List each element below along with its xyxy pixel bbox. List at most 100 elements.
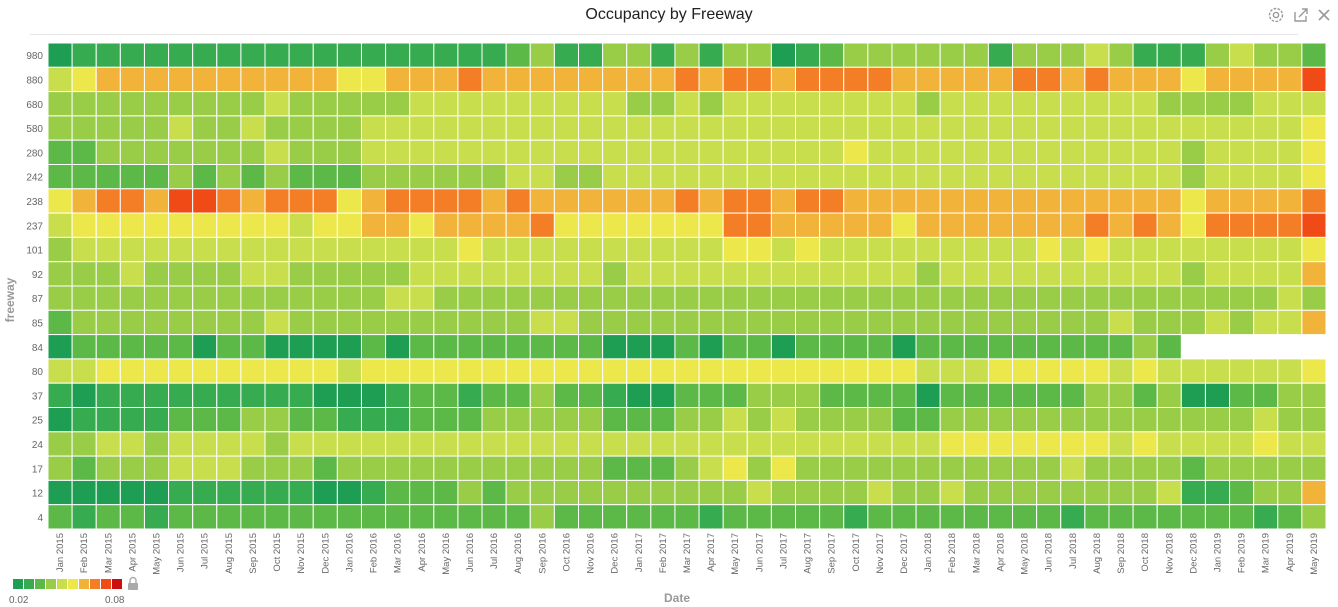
heatmap-cell[interactable] bbox=[119, 285, 145, 311]
heatmap-cell[interactable] bbox=[674, 212, 700, 238]
heatmap-cell[interactable] bbox=[360, 261, 387, 287]
heatmap-cell[interactable] bbox=[240, 358, 266, 384]
heatmap-cell[interactable] bbox=[1180, 407, 1206, 433]
heatmap-cell[interactable] bbox=[192, 212, 218, 238]
heatmap-cell[interactable] bbox=[1301, 236, 1327, 263]
heatmap-cell[interactable] bbox=[963, 334, 989, 360]
heatmap-cell[interactable] bbox=[409, 479, 435, 506]
heatmap-cell[interactable] bbox=[698, 479, 724, 506]
heatmap-cell[interactable] bbox=[674, 382, 700, 409]
heatmap-cell[interactable] bbox=[168, 66, 194, 93]
heatmap-cell[interactable] bbox=[312, 334, 338, 360]
heatmap-cell[interactable] bbox=[626, 212, 652, 238]
heatmap-cell[interactable] bbox=[119, 309, 145, 336]
heatmap-cell[interactable] bbox=[891, 212, 917, 238]
heatmap-cell[interactable] bbox=[1156, 164, 1182, 190]
heatmap-cell[interactable] bbox=[698, 285, 724, 311]
heatmap-cell[interactable] bbox=[698, 236, 724, 263]
lock-icon[interactable] bbox=[128, 576, 138, 591]
heatmap-cell[interactable] bbox=[240, 139, 266, 165]
heatmap-cell[interactable] bbox=[457, 285, 483, 311]
heatmap-cell[interactable] bbox=[915, 431, 941, 457]
heatmap-cell[interactable] bbox=[1180, 42, 1206, 68]
heatmap-cell[interactable] bbox=[553, 431, 579, 457]
heatmap-cell[interactable] bbox=[843, 164, 869, 190]
heatmap-cell[interactable] bbox=[915, 455, 941, 481]
heatmap-cell[interactable] bbox=[698, 212, 724, 238]
heatmap-cell[interactable] bbox=[1204, 479, 1231, 506]
heatmap-cell[interactable] bbox=[119, 382, 145, 409]
heatmap-cell[interactable] bbox=[553, 479, 579, 506]
heatmap-cell[interactable] bbox=[264, 455, 290, 481]
heatmap-cell[interactable] bbox=[674, 164, 700, 190]
heatmap-cell[interactable] bbox=[360, 285, 387, 311]
heatmap-cell[interactable] bbox=[433, 479, 459, 506]
heatmap-cell[interactable] bbox=[698, 431, 724, 457]
heatmap-cell[interactable] bbox=[987, 455, 1014, 481]
heatmap-cell[interactable] bbox=[843, 261, 869, 287]
heatmap-cell[interactable] bbox=[1060, 188, 1086, 214]
heatmap-cell[interactable] bbox=[1204, 309, 1231, 336]
heatmap-cell[interactable] bbox=[722, 188, 748, 214]
heatmap-cell[interactable] bbox=[915, 91, 941, 117]
heatmap-cell[interactable] bbox=[240, 504, 266, 530]
heatmap-cell[interactable] bbox=[577, 358, 604, 384]
heatmap-cell[interactable] bbox=[216, 139, 242, 165]
heatmap-cell[interactable] bbox=[336, 285, 362, 311]
heatmap-cell[interactable] bbox=[312, 188, 338, 214]
heatmap-cell[interactable] bbox=[915, 479, 941, 506]
heatmap-cell[interactable] bbox=[481, 285, 507, 311]
heatmap-cell[interactable] bbox=[360, 309, 387, 336]
heatmap-cell[interactable] bbox=[505, 382, 531, 409]
heatmap-cell[interactable] bbox=[433, 504, 459, 530]
heatmap-cell[interactable] bbox=[1012, 431, 1038, 457]
heatmap-cell[interactable] bbox=[312, 115, 338, 141]
heatmap-cell[interactable] bbox=[1253, 139, 1279, 165]
heatmap-cell[interactable] bbox=[698, 455, 724, 481]
heatmap-cell[interactable] bbox=[1277, 188, 1303, 214]
heatmap-cell[interactable] bbox=[385, 431, 411, 457]
heatmap-cell[interactable] bbox=[626, 382, 652, 409]
heatmap-cell[interactable] bbox=[409, 212, 435, 238]
heatmap-cell[interactable] bbox=[168, 431, 194, 457]
heatmap-cell[interactable] bbox=[602, 139, 628, 165]
heatmap-cell[interactable] bbox=[1108, 66, 1134, 93]
heatmap-cell[interactable] bbox=[288, 382, 314, 409]
heatmap-cell[interactable] bbox=[240, 66, 266, 93]
heatmap-cell[interactable] bbox=[1301, 188, 1327, 214]
heatmap-cell[interactable] bbox=[1229, 358, 1255, 384]
heatmap-cell[interactable] bbox=[505, 91, 531, 117]
heatmap-cell[interactable] bbox=[626, 334, 652, 360]
heatmap-cell[interactable] bbox=[216, 431, 242, 457]
heatmap-cell[interactable] bbox=[891, 431, 917, 457]
heatmap-cell[interactable] bbox=[216, 115, 242, 141]
heatmap-cell[interactable] bbox=[674, 236, 700, 263]
legend-swatch[interactable] bbox=[57, 579, 67, 589]
heatmap-cell[interactable] bbox=[529, 285, 555, 311]
heatmap-cell[interactable] bbox=[288, 164, 314, 190]
heatmap-cell[interactable] bbox=[553, 42, 579, 68]
heatmap-cell[interactable] bbox=[1108, 188, 1134, 214]
heatmap-cell[interactable] bbox=[1204, 358, 1231, 384]
heatmap-cell[interactable] bbox=[746, 261, 772, 287]
heatmap-cell[interactable] bbox=[1036, 261, 1062, 287]
heatmap-cell[interactable] bbox=[192, 407, 218, 433]
heatmap-cell[interactable] bbox=[843, 334, 869, 360]
heatmap-cell[interactable] bbox=[1012, 504, 1038, 530]
heatmap-cell[interactable] bbox=[143, 358, 170, 384]
heatmap-cell[interactable] bbox=[1108, 236, 1134, 263]
heatmap-cell[interactable] bbox=[1204, 164, 1231, 190]
heatmap-cell[interactable] bbox=[891, 261, 917, 287]
heatmap-cell[interactable] bbox=[143, 42, 170, 68]
heatmap-cell[interactable] bbox=[1277, 66, 1303, 93]
heatmap-cell[interactable] bbox=[577, 66, 604, 93]
heatmap-cell[interactable] bbox=[433, 188, 459, 214]
heatmap-cell[interactable] bbox=[385, 164, 411, 190]
heatmap-cell[interactable] bbox=[385, 504, 411, 530]
heatmap-cell[interactable] bbox=[626, 431, 652, 457]
heatmap-cell[interactable] bbox=[602, 407, 628, 433]
heatmap-cell[interactable] bbox=[1132, 115, 1158, 141]
heatmap-cell[interactable] bbox=[722, 261, 748, 287]
heatmap-cell[interactable] bbox=[409, 66, 435, 93]
heatmap-cell[interactable] bbox=[650, 285, 676, 311]
